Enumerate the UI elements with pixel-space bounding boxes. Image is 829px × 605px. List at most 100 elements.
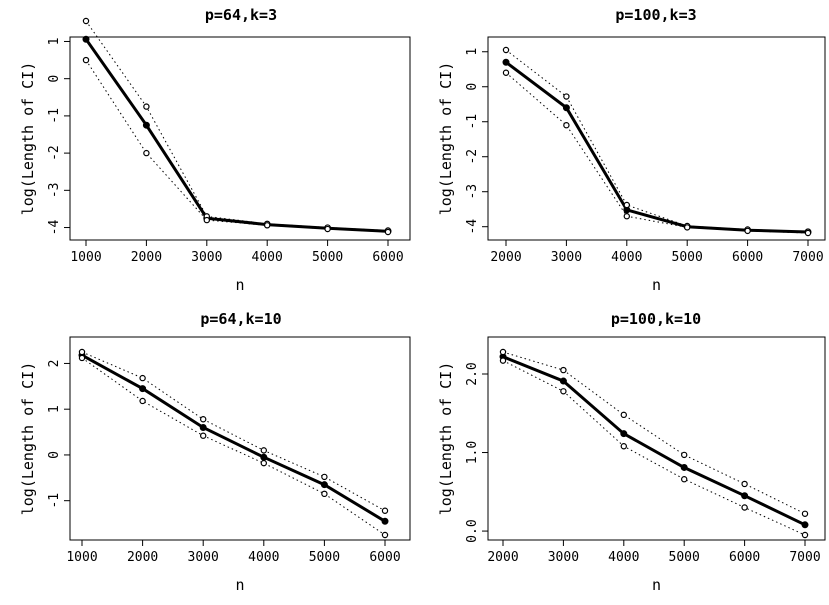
chart-1-x-tick-label: 1000 bbox=[70, 250, 101, 265]
chart-2-x-tick-label: 2000 bbox=[490, 250, 521, 265]
chart-2-y-axis-label: log(Length of CI) bbox=[437, 62, 455, 216]
chart-2-x-tick-label: 6000 bbox=[732, 250, 763, 265]
chart-1-x-tick-label: 6000 bbox=[372, 250, 403, 265]
chart-4-upper-point bbox=[560, 366, 567, 374]
chart-2-x-axis-label: n bbox=[652, 276, 661, 294]
chart-3-y-tick-label: 2 bbox=[47, 360, 62, 368]
chart-2-y-tick-label: -2 bbox=[465, 149, 480, 165]
chart-1-y-tick-label: 0 bbox=[47, 75, 62, 83]
chart-3-upper-point bbox=[260, 447, 267, 454]
chart-4-lower-point bbox=[801, 531, 809, 539]
chart-1-upper-point bbox=[82, 17, 90, 25]
chart-3-lower-point bbox=[381, 531, 389, 539]
chart-4-x-tick-label: 2000 bbox=[487, 550, 518, 565]
chart-4-x-tick-label: 7000 bbox=[789, 550, 820, 565]
chart-4-lower-point bbox=[681, 476, 688, 483]
chart-3-mean-point bbox=[199, 423, 207, 431]
chart-3-title: p=64,k=10 bbox=[200, 310, 281, 328]
chart-1-mean-point bbox=[82, 35, 90, 43]
chart-3-x-tick-label: 5000 bbox=[309, 550, 340, 565]
chart-1-lower-point bbox=[143, 149, 150, 157]
chart-2-x-tick-label: 3000 bbox=[551, 250, 582, 265]
chart-2: p=100,k=3 2000 3000 4000 5000 6000 7000 -4 -3 -2 -… bbox=[437, 6, 826, 294]
chart-4-title: p=100,k=10 bbox=[611, 310, 701, 328]
chart-1-title: p=64,k=3 bbox=[205, 6, 277, 24]
chart-4-mean-line bbox=[502, 355, 806, 527]
chart-3-x-tick-label: 6000 bbox=[369, 550, 400, 565]
chart-2-lower-point bbox=[502, 69, 510, 76]
chart-4-lower-point bbox=[560, 388, 567, 395]
chart-4-x-tick-label: 3000 bbox=[548, 550, 579, 565]
chart-1-lower-point bbox=[324, 225, 331, 233]
chart-1-upper-point bbox=[143, 103, 150, 110]
chart-3-mean-point bbox=[260, 453, 268, 461]
chart-2-upper-point bbox=[563, 93, 570, 100]
chart-4-upper-point bbox=[741, 480, 748, 488]
chart-1-mean-point bbox=[142, 121, 150, 129]
chart-1-plot-frame bbox=[69, 36, 411, 241]
chart-3-lower-point bbox=[260, 459, 267, 467]
chart-1-lower-point bbox=[384, 228, 392, 236]
chart-1-upper-line bbox=[85, 20, 389, 231]
chart-3-mean-point bbox=[381, 517, 389, 525]
chart-2-lower-point bbox=[744, 227, 751, 235]
chart-2-lower-point bbox=[623, 213, 631, 220]
chart-3-y-axis-label: log(Length of CI) bbox=[19, 362, 37, 516]
chart-2-upper-point bbox=[502, 46, 510, 54]
chart-3-x-tick-label: 2000 bbox=[127, 550, 158, 565]
chart-3-lower-line bbox=[81, 357, 386, 536]
chart-3-x-axis-label: n bbox=[235, 576, 244, 594]
chart-3-upper-point bbox=[321, 473, 328, 481]
chart-3-lower-point bbox=[321, 490, 328, 498]
chart-4-y-tick-label: 2.0 bbox=[465, 362, 480, 385]
chart-1-x-tick-label: 5000 bbox=[312, 250, 343, 265]
chart-4-upper-point bbox=[620, 411, 628, 419]
chart-2-mean-point bbox=[502, 58, 510, 66]
chart-3-y-tick-label: -1 bbox=[47, 493, 62, 509]
chart-2-plot-frame bbox=[487, 36, 826, 241]
chart-3-mean-point bbox=[320, 481, 328, 489]
chart-1-y-tick-label: 1 bbox=[47, 38, 62, 46]
chart-2-title: p=100,k=3 bbox=[615, 6, 696, 24]
chart-4-mean-point bbox=[741, 492, 749, 500]
chart-1-lower-line bbox=[85, 59, 389, 233]
chart-3-x-tick-label: 3000 bbox=[188, 550, 219, 565]
chart-2-mean-point bbox=[562, 104, 570, 112]
chart-4-mean-point bbox=[620, 430, 628, 438]
chart-2-y-tick-label: -1 bbox=[465, 114, 480, 130]
chart-2-mean-line bbox=[505, 61, 809, 234]
chart-1-y-tick-label: -2 bbox=[47, 145, 62, 161]
chart-1-lower-point bbox=[82, 56, 90, 64]
chart-3-upper-point bbox=[78, 348, 86, 356]
chart-4-upper-point bbox=[499, 348, 507, 356]
chart-4-y-tick-label: 1.0 bbox=[465, 441, 480, 464]
chart-3-y-tick-label: 0 bbox=[47, 451, 62, 459]
chart-3-upper-point bbox=[199, 416, 207, 423]
chart-4-mean-point bbox=[680, 463, 688, 471]
chart-4-x-axis-label: n bbox=[652, 576, 661, 594]
chart-4-upper-point bbox=[801, 510, 809, 517]
chart-3-mean-line bbox=[81, 353, 386, 523]
chart-1-y-tick-label: -4 bbox=[47, 220, 62, 236]
chart-4-upper-point bbox=[681, 451, 688, 459]
chart-1-mean-line bbox=[84, 38, 389, 233]
chart-3-upper-point bbox=[381, 507, 389, 514]
chart-2-y-tick-label: 0 bbox=[465, 83, 480, 91]
chart-1-x-axis-label: n bbox=[235, 276, 244, 294]
chart-4-x-tick-label: 4000 bbox=[608, 550, 639, 565]
chart-2-x-tick-label: 4000 bbox=[611, 250, 642, 265]
chart-1-y-tick-label: -3 bbox=[47, 182, 62, 198]
chart-4-x-tick-label: 6000 bbox=[729, 550, 760, 565]
chart-4-y-axis-label: log(Length of CI) bbox=[437, 362, 455, 516]
chart-1-x-tick-label: 4000 bbox=[252, 250, 283, 265]
chart-2-upper-line bbox=[505, 49, 809, 233]
chart-4-lower-line bbox=[502, 360, 806, 536]
chart-4-upper-line bbox=[502, 351, 806, 515]
chart-4-lower-point bbox=[741, 504, 748, 511]
chart-4-lower-point bbox=[620, 443, 628, 450]
chart-3-upper-line bbox=[81, 351, 386, 512]
chart-3-x-tick-label: 1000 bbox=[66, 550, 97, 565]
chart-3-lower-point bbox=[139, 397, 146, 405]
